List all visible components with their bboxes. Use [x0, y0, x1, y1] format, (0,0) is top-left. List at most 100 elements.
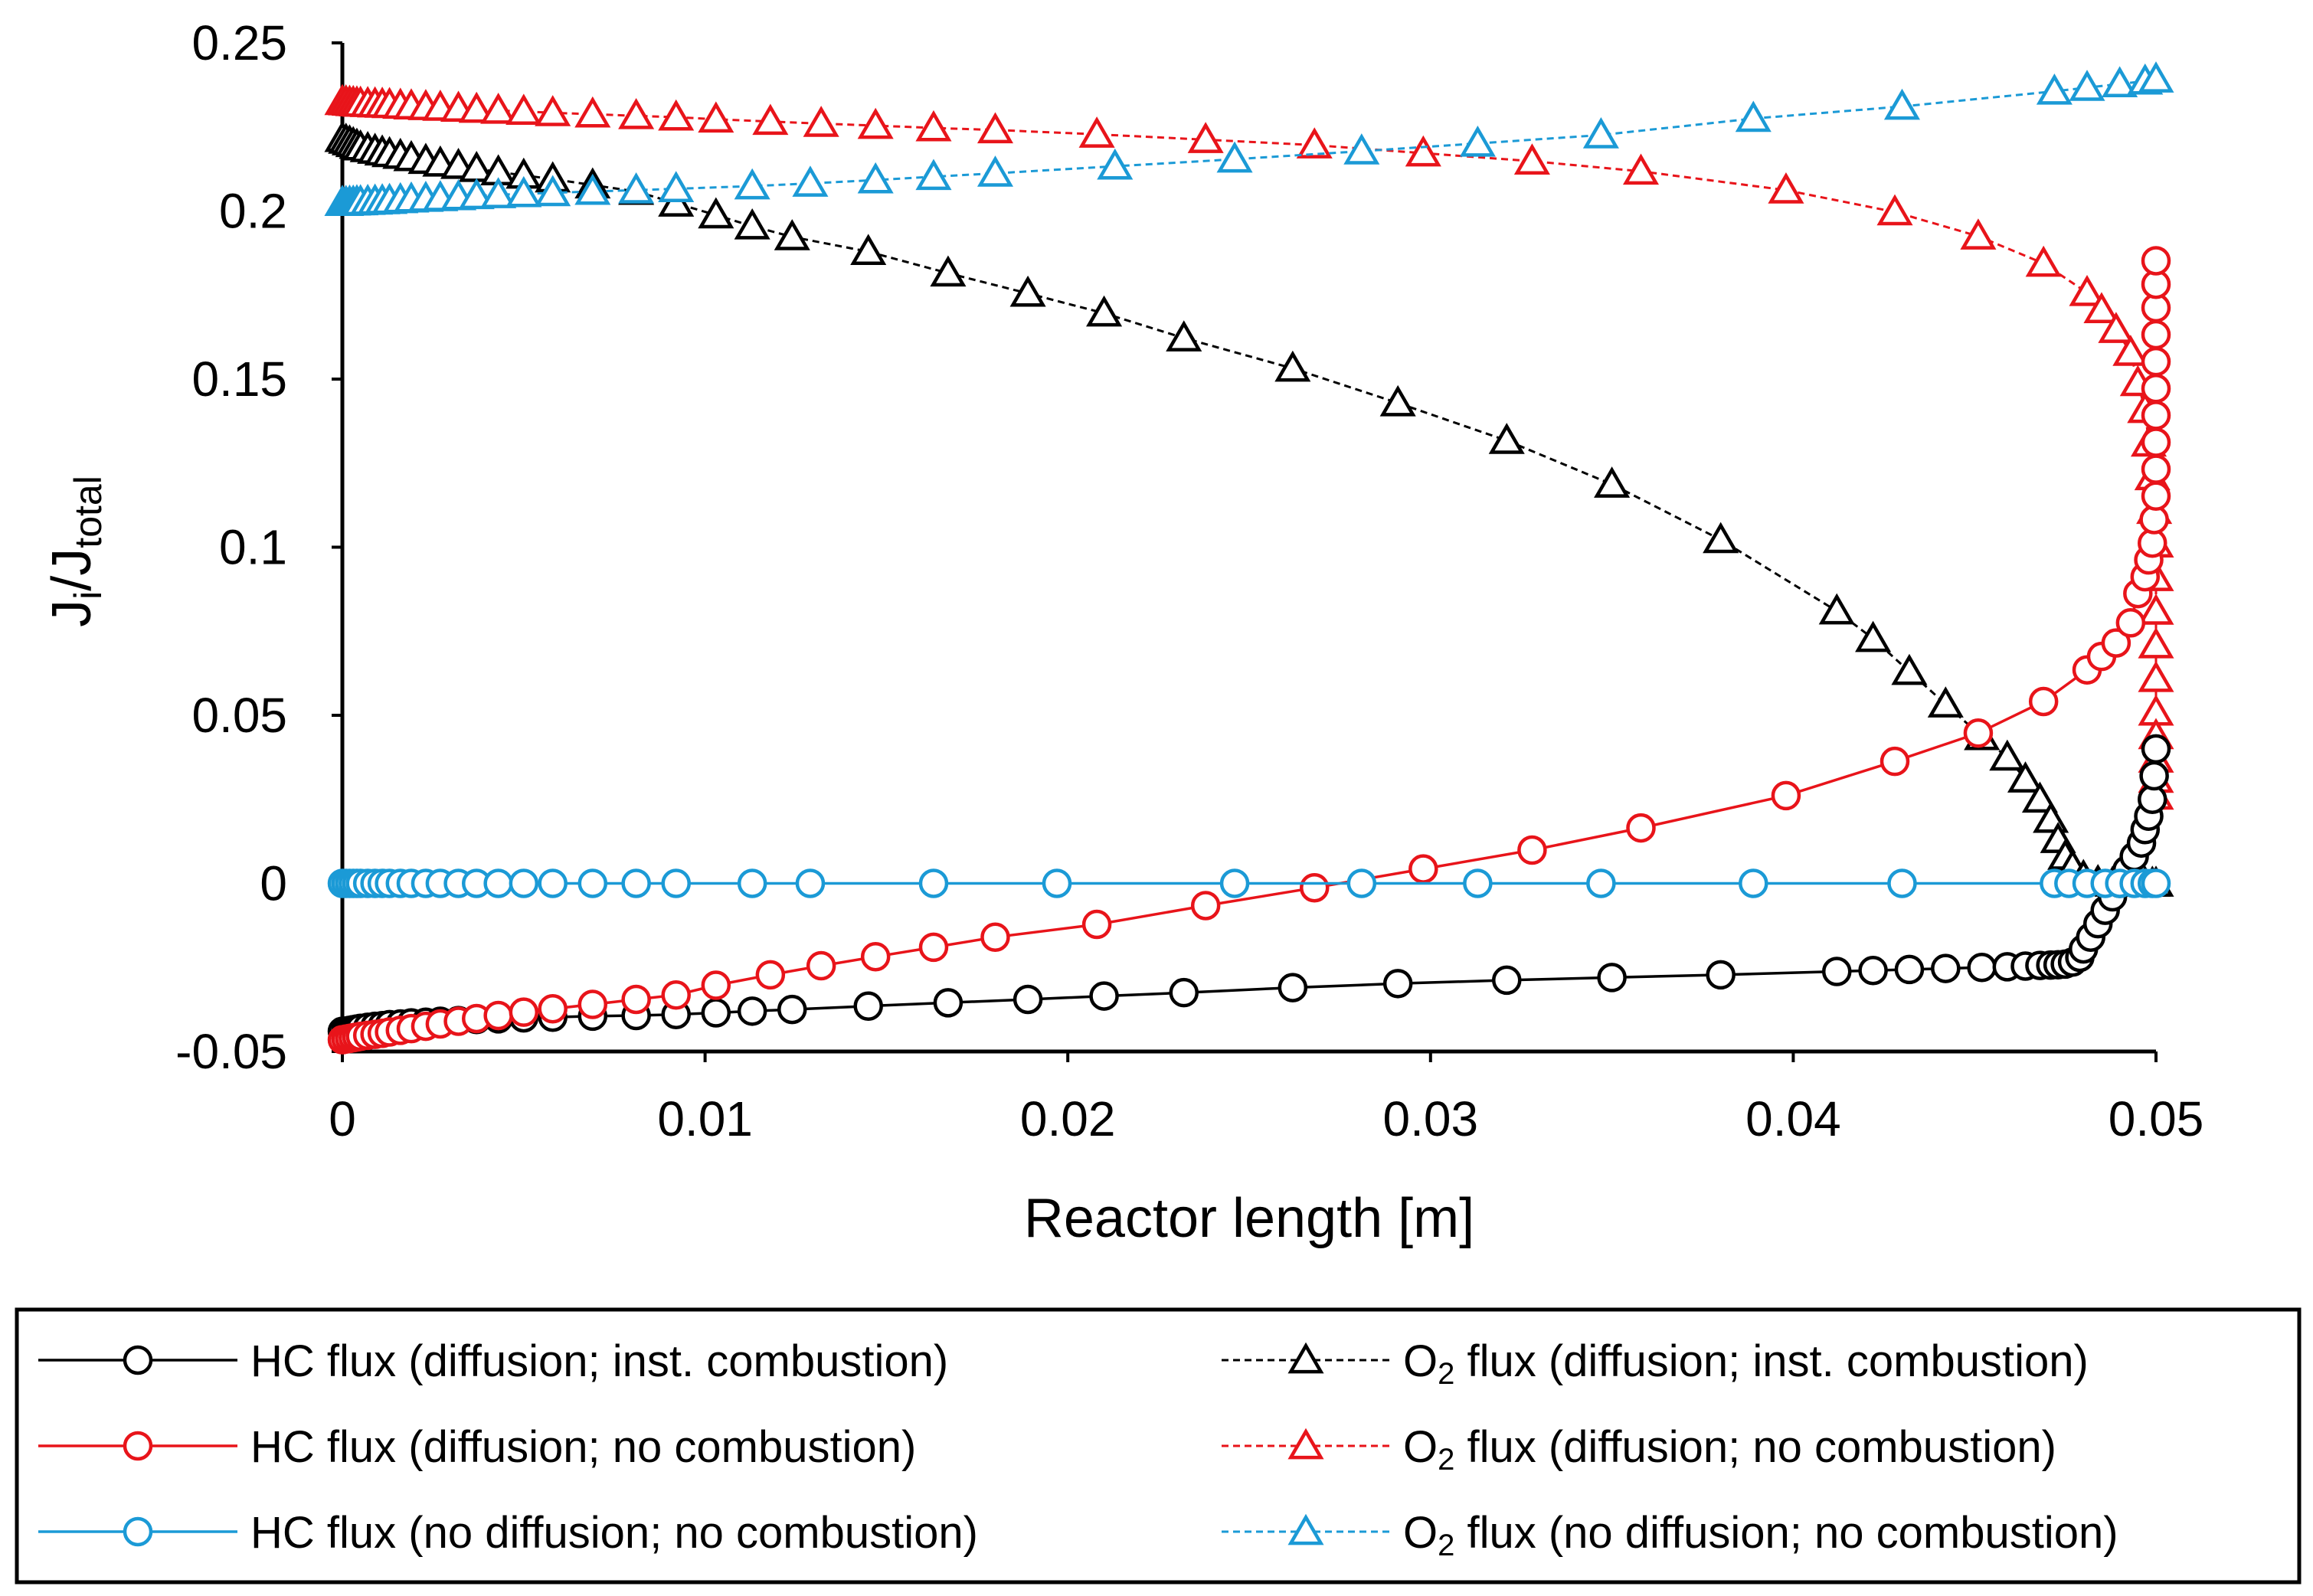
- legend-label: O2 flux (no diffusion; no combustion): [1403, 1508, 2118, 1562]
- data-point: [1274, 350, 1311, 382]
- data-point: [1626, 813, 1656, 843]
- data-point: [734, 208, 770, 240]
- data-point: [2141, 319, 2171, 350]
- legend-marker: [1287, 1428, 1324, 1460]
- data-point: [1931, 953, 1961, 983]
- data-point: [1042, 868, 1072, 898]
- data-point: [1894, 954, 1925, 985]
- data-point: [1078, 116, 1115, 148]
- data-point: [918, 868, 949, 898]
- data-point: [2007, 761, 2044, 793]
- data-point: [806, 950, 836, 981]
- data-point: [538, 868, 568, 898]
- data-point: [458, 178, 495, 210]
- data-point: [1278, 973, 1308, 1002]
- data-point: [698, 197, 734, 229]
- data-point: [1346, 868, 1377, 898]
- data-point: [853, 991, 883, 1021]
- data-point: [737, 996, 767, 1026]
- data-point: [2102, 66, 2138, 97]
- data-point: [1299, 872, 1330, 903]
- data-point: [2112, 335, 2149, 366]
- data-point: [2141, 246, 2171, 276]
- data-point: [574, 173, 611, 205]
- data-point: [734, 168, 770, 200]
- data-point: [2141, 454, 2171, 484]
- data-point: [509, 997, 539, 1027]
- data-point: [860, 941, 891, 972]
- legend-marker: [123, 1345, 153, 1375]
- data-point: [2115, 608, 2146, 638]
- y-axis-title: Ji/Jtotal: [41, 476, 110, 627]
- data-point: [1382, 969, 1413, 999]
- data-point: [774, 219, 810, 250]
- x-tick-label: 0.03: [1383, 1091, 1479, 1146]
- data-point: [737, 868, 767, 898]
- data-point: [2098, 312, 2135, 343]
- data-point: [1513, 143, 1550, 175]
- data-point: [535, 175, 571, 207]
- data-point: [698, 101, 734, 133]
- data-point: [777, 994, 807, 1025]
- data-point: [795, 868, 826, 898]
- data-point: [857, 107, 894, 139]
- data-point: [1097, 148, 1134, 180]
- legend-item: HC flux (diffusion; inst. combustion): [38, 1336, 948, 1386]
- data-point: [2028, 686, 2059, 717]
- data-point: [2141, 401, 2171, 430]
- data-point: [621, 868, 651, 898]
- data-point: [933, 988, 963, 1018]
- x-tick-label: 0: [329, 1091, 356, 1146]
- data-point: [538, 993, 568, 1024]
- data-point: [1517, 835, 1547, 865]
- data-point: [1883, 88, 1921, 120]
- data-point: [915, 110, 952, 142]
- series-layer: [324, 61, 2174, 1055]
- data-point: [2025, 245, 2062, 277]
- data-point: [1735, 100, 1772, 132]
- data-point: [2141, 734, 2171, 764]
- x-tick-label: 0.05: [2109, 1091, 2204, 1146]
- data-point: [1190, 891, 1221, 921]
- data-point: [2141, 346, 2171, 377]
- series-5: [324, 61, 2174, 216]
- data-point: [930, 255, 967, 287]
- data-point: [658, 171, 695, 202]
- data-point: [1989, 739, 2026, 771]
- data-point: [1296, 127, 1333, 159]
- data-point: [980, 922, 1010, 952]
- data-point: [1768, 172, 1804, 204]
- data-point: [1967, 953, 1997, 983]
- data-point: [918, 932, 949, 963]
- legend-label: O2 flux (diffusion; no combustion): [1403, 1422, 2056, 1477]
- data-point: [2138, 594, 2174, 625]
- legend-box: [15, 1307, 2302, 1585]
- data-point: [1855, 620, 1892, 652]
- legend-item: O2 flux (diffusion; no combustion): [1222, 1422, 2056, 1477]
- data-point: [1343, 133, 1380, 165]
- data-point: [1166, 320, 1202, 352]
- data-point: [850, 234, 887, 266]
- x-tick-label: 0.02: [1020, 1091, 1116, 1146]
- legend-item: O2 flux (diffusion; inst. combustion): [1222, 1336, 2089, 1391]
- data-point: [2138, 660, 2174, 692]
- legend-marker: [1287, 1342, 1324, 1374]
- y-tick-label: 0: [260, 856, 287, 911]
- legend-item: HC flux (no diffusion; no combustion): [38, 1508, 978, 1558]
- data-point: [661, 868, 691, 898]
- data-point: [483, 1000, 513, 1031]
- data-point: [661, 980, 691, 1010]
- data-point: [618, 172, 655, 204]
- data-point: [1703, 522, 1739, 554]
- data-point: [1887, 868, 1917, 898]
- data-point: [505, 175, 542, 208]
- data-point: [2069, 70, 2105, 101]
- data-point: [915, 159, 952, 191]
- data-point: [621, 984, 651, 1015]
- y-tick-label: 0.1: [219, 520, 287, 575]
- data-point: [701, 970, 731, 1000]
- data-point: [618, 98, 655, 129]
- data-point: [1818, 593, 1855, 625]
- data-point: [1706, 960, 1736, 990]
